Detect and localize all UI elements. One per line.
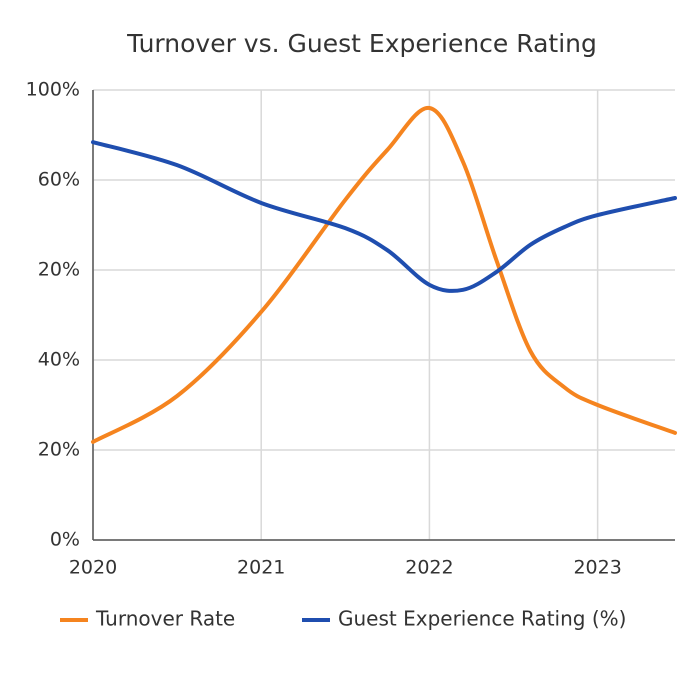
y-tick-label: 0% bbox=[50, 529, 80, 551]
chart-title: Turnover vs. Guest Experience Rating bbox=[126, 29, 597, 58]
x-tick-label: 2023 bbox=[573, 557, 621, 579]
x-tick-label: 2021 bbox=[237, 557, 285, 579]
y-tick-label: 40% bbox=[38, 349, 80, 371]
line-series bbox=[91, 106, 677, 444]
y-tick-label: 20% bbox=[38, 439, 80, 461]
y-tick-label: 60% bbox=[38, 169, 80, 191]
y-tick-label: 20% bbox=[38, 259, 80, 281]
legend-label: Guest Experience Rating (%) bbox=[338, 607, 626, 631]
y-tick-label: 100% bbox=[26, 79, 80, 101]
legend-label: Turnover Rate bbox=[95, 607, 235, 631]
line-series bbox=[91, 140, 677, 293]
x-tick-label: 2020 bbox=[69, 557, 117, 579]
x-tick-label: 2022 bbox=[405, 557, 453, 579]
